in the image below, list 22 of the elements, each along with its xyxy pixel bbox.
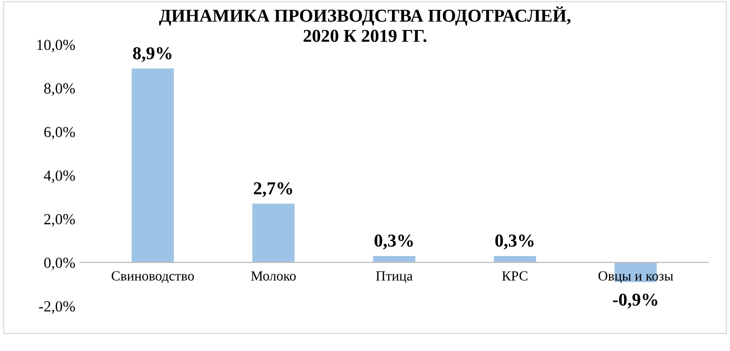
x-tick-label: Молоко [251,271,296,281]
x-tick-label: Овцы и козы [598,271,674,284]
data-label: 0,3% [374,234,413,250]
y-tick-label: 2,0% [44,214,75,227]
data-label: 8,9% [133,47,172,62]
bar [373,256,416,262]
x-tick-label: Птица [376,271,413,284]
x-tick-label: КРС [502,271,528,281]
y-tick-label: 6,0% [44,126,75,140]
data-label: -0,9% [613,294,658,308]
y-tick-label: 4,0% [44,170,75,183]
y-tick-label: -2,0% [39,301,75,314]
bar [132,68,174,262]
x-tick-label: Свиноводство [112,271,194,284]
chart-title: ДИНАМИКА ПРОИЗВОДСТВА ПОДОТРАСЛЕЙ, 2020 К 2019 ГГ. [159,6,570,42]
y-tick-label: 0,0% [44,258,75,270]
bar [252,204,295,262]
bar [494,256,536,262]
y-tick-label: 10,0% [37,40,75,52]
data-label: 0,3% [495,234,534,250]
data-label: 2,7% [254,182,292,198]
y-tick-label: 8,0% [44,83,75,96]
